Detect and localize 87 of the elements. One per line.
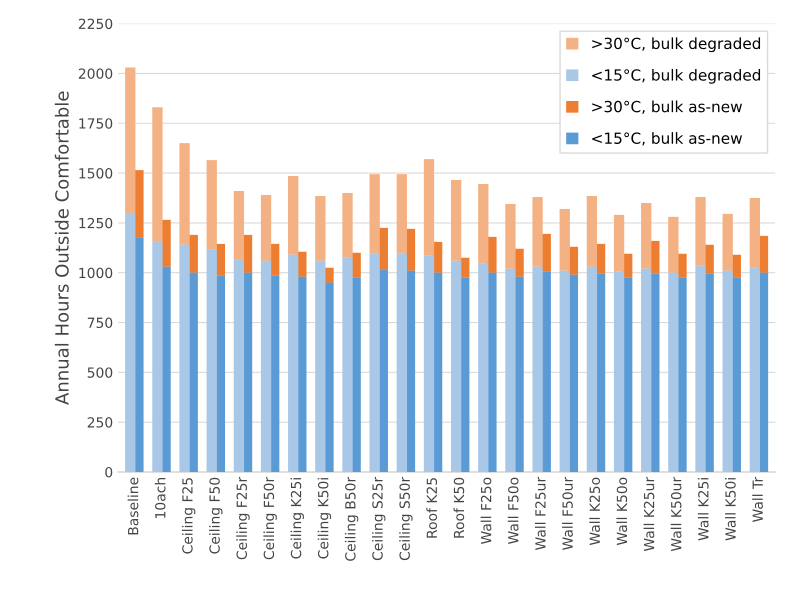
x-tick-label: Wall K50i [725,478,736,541]
bar [179,143,190,245]
bar [370,254,380,472]
bar [152,242,163,472]
x-tick-label: Ceiling K50i [318,478,332,559]
bar [179,244,190,472]
x-tick-label: Wall K25i [698,478,709,541]
x-tick-label: Wall F50ur [562,476,573,550]
bar [478,264,488,472]
bar [424,159,434,256]
bar [450,180,462,261]
bar [505,204,516,269]
bar [260,194,272,261]
x-tick-label: Baseline [128,478,138,534]
x-tick-label: Wall F25o [480,478,492,544]
bar [125,214,136,472]
bar [505,268,516,472]
bar [342,258,353,472]
bar [560,208,570,271]
bar [206,160,217,250]
bar [532,196,543,267]
bar [695,196,706,266]
y-axis-title: Annual Hours Outside Comfortable [54,92,69,405]
bar [532,266,543,472]
x-tick-label: Wall Tr [752,476,763,522]
x-tick-label: Ceiling F50 [209,478,223,554]
y-tick-label: 250 [88,417,112,428]
bar [450,260,462,472]
x-tick-label: Ceiling B50r [344,476,358,561]
bar [424,256,434,472]
x-tick-label: Roof K25 [426,478,438,538]
bar [641,268,652,472]
bar [342,192,353,258]
y-tick-label: 0 [105,466,112,478]
x-tick-label: Ceiling F25r [236,476,250,560]
bar [668,216,679,273]
bar [396,174,407,254]
bar [370,174,380,254]
legend-label: >30°C, bulk degraded [592,37,760,52]
bar [614,214,624,272]
bar [641,202,652,269]
x-tick-label: Wall K50ur [670,476,682,552]
bar [288,176,298,255]
y-tick-label: 1500 [79,168,112,179]
bar [234,260,244,472]
x-tick-label: Roof K50 [453,478,464,538]
bar [396,254,407,472]
x-tick-label: Wall F50o [508,478,519,544]
y-tick-label: 1000 [79,268,112,278]
bar [586,196,598,267]
x-tick-label: Ceiling S50r [399,476,413,560]
legend-label: <15°C, bulk as-new [592,132,742,146]
bar [560,270,570,472]
x-tick-label: Wall F25ur [534,476,546,550]
bar [668,272,679,472]
x-tick-label: Ceiling K25i [290,478,304,559]
bar [722,214,733,271]
bar [315,196,326,261]
x-tick-label: Ceiling F50r [263,476,277,560]
bar [234,191,244,260]
x-tick-label: Wall K25o [589,478,600,546]
bar [586,266,598,472]
bar [125,67,136,214]
bar [722,270,733,472]
x-tick-label: 10ach [154,478,166,518]
y-tick-label: 750 [88,318,112,328]
bar [695,266,706,472]
bar [206,250,217,472]
x-tick-label: Ceiling F25 [182,478,196,554]
y-tick-label: 500 [88,367,112,378]
y-tick-label: 2000 [78,68,112,79]
y-tick-label: 1250 [79,218,112,228]
x-tick-label: Ceiling S25r [372,476,386,560]
y-tick-label: 2250 [78,18,112,30]
bar [478,184,488,264]
x-tick-label: Wall K50o [616,478,628,546]
legend-label: >30°C, bulk as-new [592,100,742,114]
bar [288,254,298,472]
bar [750,198,760,268]
y-tick-label: 1750 [79,118,112,129]
bar [152,107,163,242]
bar [315,260,326,472]
bar [750,268,760,472]
x-tick-label: Wall K25ur [644,476,654,552]
legend-label: <15°C, bulk degraded [592,68,760,84]
bar [614,272,624,472]
bar [260,260,272,472]
